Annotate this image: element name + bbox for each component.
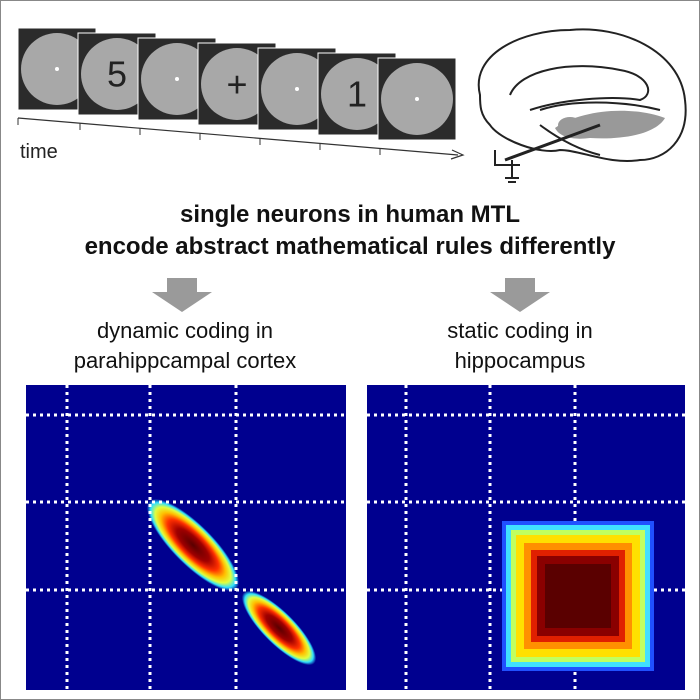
stimulus-symbol: 5 (107, 54, 127, 95)
heatmap-static (367, 385, 685, 690)
time-label: time (20, 141, 58, 163)
fixation-dot (295, 87, 299, 91)
stimulus-disc (321, 58, 393, 130)
fixation-dot (415, 97, 419, 101)
time-axis: time (17, 117, 465, 163)
headline: encode abstract mathematical rules diffe… (85, 233, 617, 260)
stimulus-symbol: 1 (347, 74, 367, 115)
panel-caption: static coding in (447, 318, 593, 343)
brain (477, 28, 687, 183)
heatmap-dynamic (26, 385, 346, 690)
headline: single neurons in human MTL (180, 201, 520, 228)
panel-caption: dynamic coding in (97, 318, 273, 343)
stimulus-disc (201, 48, 273, 120)
stimulus-disc (81, 38, 153, 110)
fixation-dot (55, 67, 59, 71)
panel-caption: hippocampus (455, 348, 586, 373)
stimulus-symbol: + (226, 64, 247, 105)
fixation-dot (175, 77, 179, 81)
panel-caption: parahippcampal cortex (74, 348, 297, 373)
stimulus-frames: 5 +1 (17, 27, 457, 141)
down-arrows (152, 278, 550, 312)
